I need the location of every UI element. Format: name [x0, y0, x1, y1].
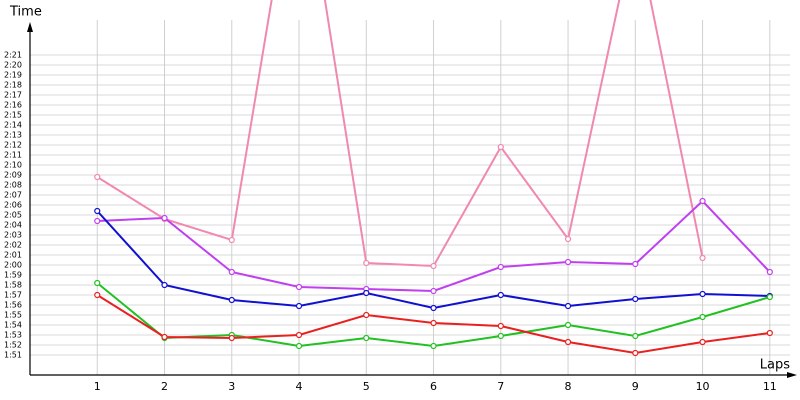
y-tick-label: 2:09	[4, 171, 22, 180]
data-point	[295, 331, 303, 339]
y-tick-label: 1:52	[4, 341, 22, 350]
y-tick-label: 1:56	[4, 301, 22, 310]
x-tick-label: 5	[363, 380, 370, 393]
x-tick-label: 7	[497, 380, 504, 393]
data-point	[161, 281, 168, 289]
data-point	[430, 304, 437, 312]
data-point	[295, 283, 303, 291]
data-point	[632, 260, 639, 268]
data-point	[564, 258, 572, 266]
data-point	[94, 279, 101, 287]
y-tick-label: 2:04	[4, 221, 22, 230]
y-tick-label: 2:07	[4, 191, 22, 200]
y-tick-label: 1:51	[4, 351, 22, 360]
data-point	[430, 319, 437, 327]
x-tick-label: 6	[430, 380, 437, 393]
data-point	[497, 143, 504, 151]
data-point	[699, 197, 706, 205]
y-tick-label: 2:03	[4, 231, 22, 240]
y-tick-label: 2:08	[4, 181, 22, 190]
data-point	[363, 334, 370, 342]
y-tick-label: 1:59	[4, 271, 22, 280]
x-tick-label: 1	[94, 380, 101, 393]
plot-area	[94, 0, 773, 357]
series-line	[96, 0, 704, 268]
data-point	[228, 268, 235, 276]
data-point	[497, 332, 504, 340]
data-point	[228, 236, 235, 244]
data-point	[161, 333, 168, 341]
y-tick-label: 2:01	[4, 251, 22, 260]
data-point	[497, 322, 504, 330]
y-tick-label: 1:54	[4, 321, 22, 330]
data-point	[363, 311, 370, 319]
data-point	[228, 296, 235, 304]
data-point	[94, 217, 101, 225]
y-axis-title: Time	[9, 5, 42, 20]
y-tick-label: 2:18	[4, 81, 22, 90]
x-tick-label: 2	[161, 380, 168, 393]
y-tick-label: 2:14	[4, 121, 22, 130]
data-point	[94, 291, 101, 299]
y-tick-label: 1:55	[4, 311, 22, 320]
x-axis-arrow	[787, 372, 797, 378]
data-point	[430, 262, 437, 270]
y-tick-label: 2:19	[4, 71, 22, 80]
data-point	[766, 268, 773, 276]
y-tick-label: 2:12	[4, 141, 22, 150]
data-point	[295, 302, 303, 310]
data-point	[564, 235, 572, 243]
y-tick-label: 2:06	[4, 201, 22, 210]
data-point	[632, 349, 639, 357]
y-tick-label: 2:02	[4, 241, 22, 250]
data-point	[161, 214, 168, 222]
data-point	[766, 329, 773, 337]
y-tick-label: 2:10	[4, 161, 22, 170]
data-point	[699, 254, 706, 262]
x-tick-label: 9	[632, 380, 639, 393]
data-point	[632, 295, 639, 303]
x-tick-label: 8	[565, 380, 572, 393]
data-point	[497, 263, 504, 271]
y-tick-label: 2:21	[4, 51, 22, 60]
y-tick-label: 2:11	[4, 151, 22, 160]
x-tick-label: 4	[296, 380, 303, 393]
data-point	[430, 342, 437, 350]
y-tick-label: 2:00	[4, 261, 22, 270]
x-tick-label: 3	[228, 380, 235, 393]
data-point	[632, 332, 639, 340]
y-tick-label: 2:15	[4, 111, 22, 120]
data-point	[295, 342, 303, 350]
data-point	[363, 289, 370, 297]
data-point	[564, 338, 572, 346]
data-point	[430, 287, 437, 295]
grid: 1:511:521:531:541:551:561:571:581:592:00…	[4, 20, 790, 393]
data-point	[766, 293, 773, 301]
data-point	[564, 302, 572, 310]
y-tick-label: 2:05	[4, 211, 22, 220]
y-tick-label: 1:57	[4, 291, 22, 300]
y-axis-arrow	[27, 22, 33, 32]
x-tick-label: 10	[696, 380, 710, 393]
x-axis-title: Laps	[760, 358, 790, 373]
y-tick-label: 1:53	[4, 331, 22, 340]
data-point	[699, 338, 706, 346]
data-point	[699, 290, 706, 298]
y-tick-label: 2:20	[4, 61, 22, 70]
data-point	[228, 334, 235, 342]
y-tick-label: 2:17	[4, 91, 22, 100]
y-tick-label: 2:13	[4, 131, 22, 140]
data-point	[497, 291, 504, 299]
data-point	[564, 321, 572, 329]
data-point	[94, 207, 101, 215]
data-point	[699, 313, 706, 321]
y-tick-label: 1:58	[4, 281, 22, 290]
data-point	[363, 259, 370, 267]
y-tick-label: 2:16	[4, 101, 22, 110]
x-tick-label: 11	[763, 380, 777, 393]
data-point	[94, 173, 101, 181]
